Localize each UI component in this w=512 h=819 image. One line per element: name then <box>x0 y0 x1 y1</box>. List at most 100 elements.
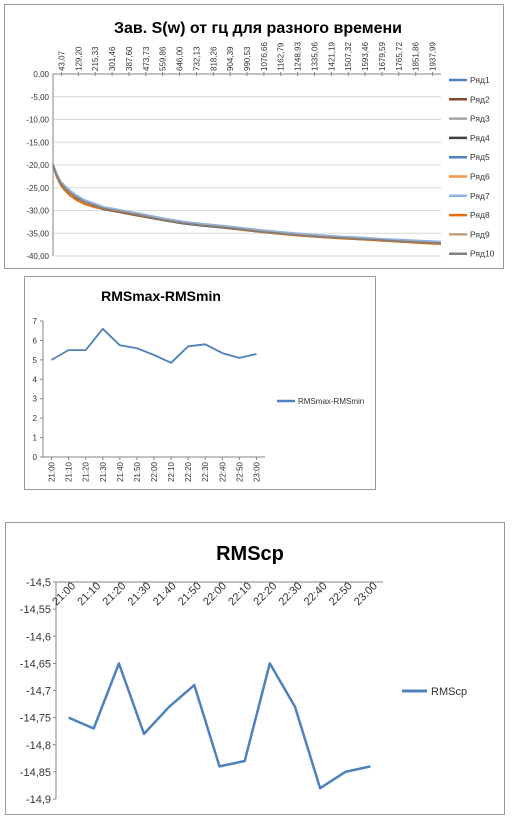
y-tick-label: -20,00 <box>26 161 49 170</box>
y-tick-label: -30,00 <box>26 207 49 216</box>
x-tick-label: 23:00 <box>252 461 261 482</box>
x-tick-label: 22:10 <box>226 580 254 608</box>
legend-label: Ряд4 <box>470 133 490 143</box>
y-tick-label: -40,00 <box>26 252 49 261</box>
x-tick-label: 22:20 <box>184 461 193 482</box>
y-tick-label: -14,8 <box>26 740 51 752</box>
x-tick-label: 23:00 <box>352 580 380 608</box>
x-tick-label: 1335,06 <box>310 42 319 71</box>
x-tick-label: 22:20 <box>251 580 279 608</box>
series-line-6 <box>52 164 442 245</box>
y-tick-label: -15,00 <box>26 138 49 147</box>
x-tick-label: 21:50 <box>176 580 204 608</box>
legend-label: Ряд6 <box>470 172 490 182</box>
chart-rms-range: RMSmax-RMSmin 7 6 5 4 3 2 1 0 21:00 21:10 21:20 21:3… <box>33 288 365 482</box>
legend-label: Ряд10 <box>470 249 495 259</box>
legend-label: Ряд5 <box>470 152 490 162</box>
x-tick-label: 22:30 <box>277 580 305 608</box>
x-tick-label: 21:20 <box>82 461 91 482</box>
x-tick-label: 1076,66 <box>260 42 269 71</box>
x-tick-label: 22:30 <box>201 461 210 482</box>
legend-label: Ряд9 <box>470 229 490 239</box>
chart-title: Зав. S(w) от гц для разного времени <box>114 20 402 37</box>
y-tick-label: -14,6 <box>26 631 51 643</box>
series-line-8 <box>52 165 442 245</box>
y-tick-label: 4 <box>33 375 38 384</box>
legend-label: Ряд1 <box>470 75 490 85</box>
x-tick-label: 21:30 <box>126 580 154 608</box>
chart-spectrum: Зав. S(w) от гц для разного времени 0,00 -… <box>26 20 495 261</box>
x-tick-label: 818,26 <box>209 46 218 71</box>
x-tick-label: 1421,19 <box>327 42 336 71</box>
x-tick-label: 43,07 <box>57 50 66 71</box>
y-tick-label: 6 <box>33 336 38 345</box>
y-tick-label: -14,65 <box>20 658 51 670</box>
x-tick-label: 1937,99 <box>429 42 438 71</box>
y-tick-label: -35,00 <box>26 229 49 238</box>
x-tick-label: 22:50 <box>235 461 244 482</box>
series-line-10 <box>52 164 442 245</box>
y-tick-label: 0,00 <box>33 70 49 79</box>
x-tick-label: 21:10 <box>65 461 74 482</box>
chart-spectrum-panel: Зав. S(w) от гц для разного времени 0,00 -… <box>4 4 504 269</box>
x-tick-label: 21:00 <box>50 580 78 608</box>
x-tick-label: 22:40 <box>218 461 227 482</box>
y-tick-label: -10,00 <box>26 116 49 125</box>
x-tick-label: 1248,93 <box>294 42 303 71</box>
y-tick-label: -14,75 <box>20 713 51 725</box>
x-tick-label: 22:50 <box>327 580 355 608</box>
y-tick-label: 0 <box>33 453 38 462</box>
x-tick-label: 301,46 <box>108 46 117 71</box>
chart-title: RMSmax-RMSmin <box>101 288 221 304</box>
series-line-2 <box>52 164 442 245</box>
chart-rms-mean: RMScp -14,5 -14,55 -14,6 -14,65 -14,7 -14,75 -1… <box>20 543 467 806</box>
y-tick-label: 1 <box>33 434 38 443</box>
series-line-1 <box>51 327 257 364</box>
y-tick-label: -14,7 <box>26 686 51 698</box>
x-tick-label: 732,13 <box>192 46 201 71</box>
chart-rms-mean-panel: RMScp -14,5 -14,55 -14,6 -14,65 -14,7 -14,75 -1… <box>5 522 505 815</box>
y-tick-label: -14,5 <box>26 577 51 589</box>
x-tick-label: 646,00 <box>176 46 185 71</box>
x-tick-label: 21:40 <box>151 580 179 608</box>
legend-label: RMSmax-RMSmin <box>298 397 364 406</box>
x-tick-label: 990,53 <box>243 46 252 71</box>
x-tick-label: 22:00 <box>150 461 159 482</box>
x-tick-label: 215,33 <box>91 46 100 71</box>
chart-title: RMScp <box>216 543 284 565</box>
y-tick-label: 7 <box>33 317 38 326</box>
y-tick-label: -14,55 <box>20 604 51 616</box>
x-tick-label: 22:40 <box>302 580 330 608</box>
series-line-4 <box>52 165 442 245</box>
chart-rms-range-panel: RMSmax-RMSmin 7 6 5 4 3 2 1 0 21:00 21:10 21:20 21:3… <box>24 276 376 490</box>
x-tick-label: 129,20 <box>74 46 83 71</box>
legend-label: Ряд2 <box>470 94 490 104</box>
x-tick-label: 387,60 <box>125 46 134 71</box>
x-tick-label: 473,73 <box>142 46 151 71</box>
y-tick-label: 2 <box>33 414 38 423</box>
x-tick-label: 1851,86 <box>412 42 421 71</box>
x-tick-label: 1765,72 <box>395 42 404 71</box>
x-tick-label: 559,86 <box>159 46 168 71</box>
y-tick-label: -25,00 <box>26 184 49 193</box>
legend-label: Ряд8 <box>470 210 490 220</box>
x-tick-label: 1507,32 <box>344 42 353 71</box>
x-tick-label: 1593,46 <box>361 42 370 71</box>
y-tick-label: -5,00 <box>31 93 50 102</box>
x-tick-label: 21:50 <box>133 461 142 482</box>
x-tick-label: 21:40 <box>116 461 125 482</box>
x-tick-label: 21:10 <box>75 580 103 608</box>
x-tick-label: 21:30 <box>99 461 108 482</box>
x-tick-label: 1162,79 <box>277 42 286 71</box>
x-tick-label: 22:00 <box>201 580 229 608</box>
y-tick-label: 5 <box>33 356 38 365</box>
x-tick-label: 904,39 <box>226 46 235 71</box>
x-tick-label: 22:10 <box>167 461 176 482</box>
x-tick-label: 21:20 <box>101 580 129 608</box>
y-tick-label: -14,9 <box>26 794 51 806</box>
x-tick-label: 21:00 <box>48 461 57 482</box>
legend-label: Ряд3 <box>470 114 490 124</box>
x-tick-label: 1679,59 <box>378 42 387 71</box>
y-tick-label: 3 <box>33 395 38 404</box>
y-tick-label: -14,85 <box>20 767 51 779</box>
